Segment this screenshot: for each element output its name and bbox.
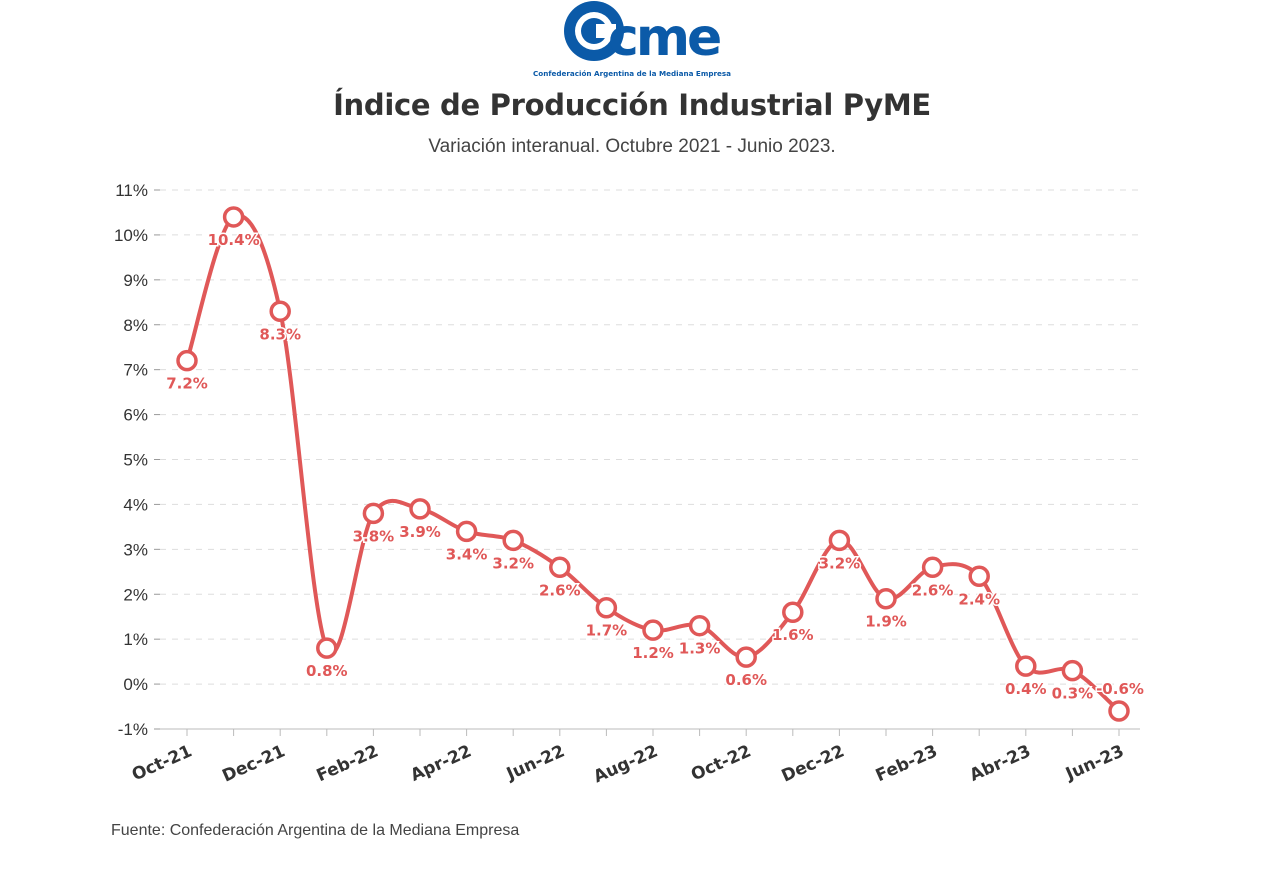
data-point <box>828 529 851 552</box>
y-tick-label: -1% <box>118 720 148 739</box>
data-label: -0.6% <box>1096 680 1144 698</box>
y-tick-label: 7% <box>123 361 148 380</box>
data-point <box>921 556 944 579</box>
chart-title: Índice de Producción Industrial PyME <box>333 88 931 122</box>
data-label: 7.2% <box>166 375 208 393</box>
y-tick-label: 2% <box>123 585 148 604</box>
data-point <box>222 206 245 228</box>
grid-lines <box>160 189 1140 685</box>
logo-tagline: Confederación Argentina de la Mediana Em… <box>533 69 731 78</box>
data-label: 0.8% <box>306 662 348 680</box>
logo-wordmark: cme <box>608 8 720 68</box>
data-points <box>176 206 1130 722</box>
y-tick-label: 11% <box>115 181 148 200</box>
data-label: 8.3% <box>259 325 301 343</box>
x-tick-label: Dec-22 <box>779 741 848 786</box>
y-tick-label: 4% <box>123 495 148 514</box>
data-label: 0.4% <box>1005 680 1047 698</box>
data-point <box>455 520 478 543</box>
data-point <box>316 637 338 659</box>
data-label: 0.3% <box>1052 685 1094 703</box>
data-point <box>1108 700 1130 722</box>
y-tick-label: 10% <box>114 226 148 245</box>
cme-logo: cme Confederación Argentina de la Median… <box>532 0 732 82</box>
data-point <box>549 556 571 579</box>
y-tick-label: 0% <box>123 675 148 694</box>
y-axis: -1% 0% 1% 2% 3% 4% 5% 6% 7% 8% 9% 10% 11% <box>114 181 160 739</box>
line-chart: -1% 0% 1% 2% 3% 4% 5% 6% 7% 8% 9% 10% 11% Oct-21 Dec-… <box>114 181 1146 787</box>
x-tick-label: Jun-22 <box>503 741 568 785</box>
data-label: 1.7% <box>586 622 628 640</box>
data-label: 3.8% <box>353 527 395 545</box>
data-point <box>875 587 897 610</box>
data-label: 2.4% <box>958 590 1000 608</box>
data-label: 1.3% <box>679 640 721 658</box>
x-tick-label: Oct-22 <box>688 741 754 785</box>
data-label: 3.2% <box>819 554 861 572</box>
data-label: 0.6% <box>725 671 767 689</box>
data-point <box>595 596 618 619</box>
data-point <box>688 614 711 637</box>
source-note: Fuente: Confederación Argentina de la Me… <box>111 822 520 839</box>
data-label: 2.6% <box>539 581 581 599</box>
data-point <box>502 529 524 552</box>
data-point <box>409 498 431 520</box>
data-point <box>269 300 291 323</box>
data-point <box>968 565 990 588</box>
data-label: 1.9% <box>865 613 907 631</box>
data-point <box>1061 659 1084 682</box>
chart-subtitle: Variación interanual. Octubre 2021 - Jun… <box>428 136 836 157</box>
x-tick-label: Feb-22 <box>314 741 382 786</box>
data-label: 3.9% <box>399 523 441 541</box>
data-point <box>1015 655 1037 677</box>
data-label: 2.6% <box>912 581 954 599</box>
data-point <box>642 619 664 641</box>
x-tick-label: Apr-22 <box>408 741 475 785</box>
data-labels: 7.2%10.4%8.3%0.8%3.8% 3.9%3.4% 3.2%2.6%1.7… <box>165 229 1146 704</box>
x-tick-label: Oct-21 <box>129 741 195 785</box>
y-tick-label: 1% <box>123 630 148 649</box>
y-tick-label: 3% <box>123 540 148 559</box>
data-point <box>782 601 804 623</box>
data-point <box>176 349 198 372</box>
data-label: 10.4% <box>208 231 260 249</box>
data-point <box>362 502 385 525</box>
data-point <box>735 646 757 668</box>
x-tick-label: Dec-21 <box>219 741 288 786</box>
x-tick-label: Feb-23 <box>873 741 941 786</box>
y-tick-label: 5% <box>123 451 148 470</box>
y-tick-label: 8% <box>123 316 148 335</box>
y-tick-label: 9% <box>123 271 148 290</box>
data-label: 3.2% <box>492 554 534 572</box>
x-tick-label: Abr-23 <box>967 741 1034 785</box>
data-label: 1.6% <box>772 626 814 644</box>
data-label: 1.2% <box>632 644 674 662</box>
cme-logo-mark: cme Confederación Argentina de la Median… <box>533 1 731 78</box>
x-tick-label: Jun-23 <box>1062 741 1127 785</box>
y-tick-label: 6% <box>123 406 148 425</box>
x-axis: Oct-21 Dec-21 Feb-22 Apr-22 Jun-22 Aug-22 Oct-… <box>129 728 1140 787</box>
x-tick-label: Aug-22 <box>591 741 661 787</box>
data-label: 3.4% <box>446 545 488 563</box>
